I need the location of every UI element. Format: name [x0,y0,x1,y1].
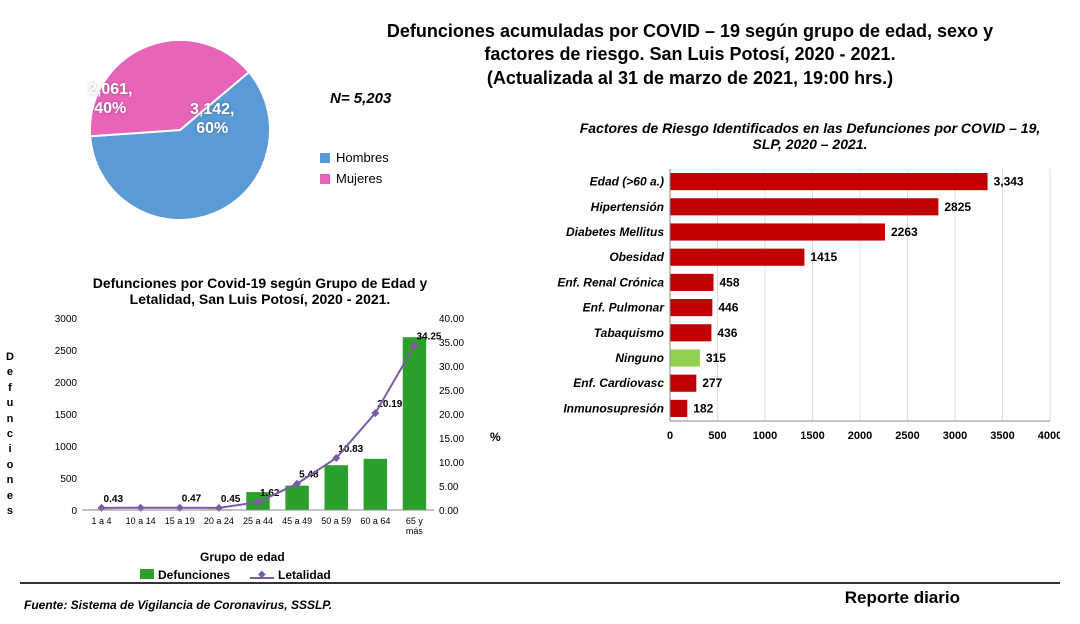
svg-text:2500: 2500 [895,430,919,442]
svg-text:436: 436 [717,326,737,340]
svg-text:4000: 4000 [1038,430,1060,442]
svg-text:Diabetes Mellitus: Diabetes Mellitus [566,225,664,239]
main-title: Defunciones acumuladas por COVID – 19 se… [330,20,1050,90]
svg-text:500: 500 [708,430,726,442]
svg-text:más: más [406,526,424,536]
svg-text:3000: 3000 [943,430,967,442]
combo-chart-title: Defunciones por Covid-19 según Grupo de … [80,275,440,307]
svg-text:Ninguno: Ninguno [615,351,664,365]
svg-text:500: 500 [60,474,77,485]
reporte-diario: Reporte diario [845,588,960,608]
svg-text:Enf. Pulmonar: Enf. Pulmonar [583,301,666,315]
svg-text:182: 182 [693,401,713,415]
svg-text:0: 0 [667,430,673,442]
pie-legend-item: Hombres [320,150,389,165]
title-line-1: Defunciones acumuladas por COVID – 19 se… [330,20,1050,43]
source-text: Fuente: Sistema de Vigilancia de Coronav… [24,598,332,612]
svg-text:3500: 3500 [990,430,1014,442]
svg-text:2000: 2000 [55,378,78,389]
combo-x-label: Grupo de edad [200,550,285,564]
n-label: N= 5,203 [330,90,391,107]
svg-text:20 a 24: 20 a 24 [204,516,234,526]
svg-text:277: 277 [702,376,722,390]
svg-text:34.25: 34.25 [416,332,441,343]
svg-text:1000: 1000 [753,430,777,442]
pie-legend: Hombres Mujeres [320,150,389,192]
combo-chart: 0 500 1000 1500 2000 2500 3000 0.00 5.00 10.00 15.… [40,310,480,560]
svg-text:35.00: 35.00 [439,338,464,349]
svg-text:1500: 1500 [55,410,78,421]
svg-text:15 a 19: 15 a 19 [165,516,195,526]
svg-text:0.47: 0.47 [182,494,202,505]
svg-text:10.83: 10.83 [338,444,363,455]
svg-text:Obesidad: Obesidad [609,250,664,264]
svg-text:Inmunosupresión: Inmunosupresión [563,401,664,415]
svg-text:20.00: 20.00 [439,410,464,421]
combo-legend: Defunciones Letalidad [140,568,331,582]
svg-text:Tabaquismo: Tabaquismo [594,326,664,340]
svg-text:3,343: 3,343 [994,175,1024,189]
pie-chart: 3,142,60% 2,061,40% [70,30,290,230]
svg-text:315: 315 [706,351,726,365]
svg-text:3000: 3000 [55,314,78,325]
combo-legend-bars: Defunciones [158,568,230,582]
pie-slice-label-mujeres: 2,061,40% [88,80,132,118]
svg-text:60 a 64: 60 a 64 [360,516,390,526]
svg-text:1000: 1000 [55,442,78,453]
svg-text:458: 458 [720,275,740,289]
risk-title: Factores de Riesgo Identificados en las … [570,120,1050,152]
svg-text:Hipertensión: Hipertensión [591,200,664,214]
title-line-2: factores de riesgo. San Luis Potosí, 202… [330,43,1050,66]
svg-text:10.00: 10.00 [439,458,464,469]
divider [20,582,1060,584]
combo-y2-label: % [490,430,501,444]
svg-text:0.43: 0.43 [104,494,124,505]
svg-text:2263: 2263 [891,225,918,239]
svg-text:2000: 2000 [848,430,872,442]
svg-text:446: 446 [718,301,738,315]
combo-y1-label: Defunciones [6,350,14,519]
svg-text:1 a 4: 1 a 4 [92,516,112,526]
svg-text:0.45: 0.45 [221,494,241,505]
svg-text:5.00: 5.00 [439,482,459,493]
pie-slice-label-hombres: 3,142,60% [190,100,234,138]
svg-text:2500: 2500 [55,346,78,357]
svg-text:Edad (>60 a.): Edad (>60 a.) [590,175,664,189]
svg-text:15.00: 15.00 [439,434,464,445]
svg-text:Enf. Renal Crónica: Enf. Renal Crónica [557,275,664,289]
risk-chart: 0 500 1000 1500 2000 2500 3000 3500 4000 Edad (>6… [540,165,1060,445]
svg-text:25.00: 25.00 [439,386,464,397]
svg-text:0.00: 0.00 [439,506,459,517]
svg-text:40.00: 40.00 [439,314,464,325]
svg-text:45 a 49: 45 a 49 [282,516,312,526]
combo-legend-line: Letalidad [278,568,331,582]
svg-text:25 a 44: 25 a 44 [243,516,273,526]
svg-text:1500: 1500 [800,430,824,442]
svg-text:1415: 1415 [810,250,837,264]
svg-text:Enf. Cardiovasc: Enf. Cardiovasc [573,376,664,390]
svg-text:10 a 14: 10 a 14 [126,516,156,526]
svg-text:65 y: 65 y [406,516,424,526]
svg-text:0: 0 [71,506,77,517]
svg-text:30.00: 30.00 [439,362,464,373]
pie-legend-item: Mujeres [320,171,389,186]
svg-text:2825: 2825 [944,200,971,214]
title-line-3: (Actualizada al 31 de marzo de 2021, 19:… [330,67,1050,90]
svg-text:50 a 59: 50 a 59 [321,516,351,526]
